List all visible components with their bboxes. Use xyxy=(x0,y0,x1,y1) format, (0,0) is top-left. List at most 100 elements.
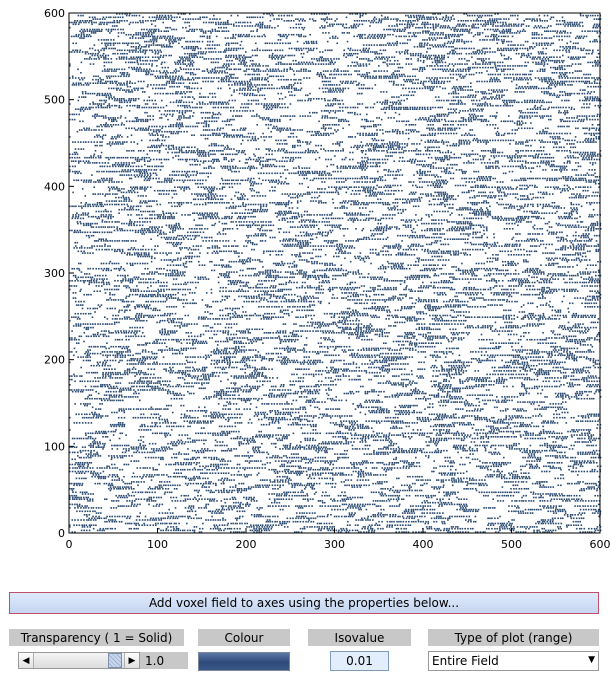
data-point xyxy=(224,434,227,436)
data-point xyxy=(592,456,595,459)
data-point xyxy=(537,425,540,428)
data-point xyxy=(196,517,198,520)
data-point xyxy=(385,410,388,412)
data-point xyxy=(515,444,517,447)
data-point xyxy=(313,526,316,528)
data-point xyxy=(363,531,365,533)
data-point xyxy=(365,484,368,487)
data-point xyxy=(314,472,317,474)
data-point xyxy=(346,524,349,526)
data-point xyxy=(488,522,490,525)
data-point xyxy=(74,507,76,509)
data-point xyxy=(546,531,548,533)
data-point xyxy=(588,444,590,447)
data-point xyxy=(488,430,491,433)
data-point xyxy=(309,458,312,461)
data-point xyxy=(386,420,388,422)
data-point xyxy=(547,507,550,509)
data-point xyxy=(529,444,532,447)
data-point xyxy=(518,512,520,514)
data-point xyxy=(263,451,265,454)
data-point xyxy=(380,512,382,514)
data-point xyxy=(408,488,411,490)
data-point xyxy=(431,470,433,473)
data-point xyxy=(141,491,144,494)
data-point xyxy=(290,453,293,455)
data-point xyxy=(560,527,562,530)
data-point xyxy=(284,475,286,478)
data-point xyxy=(336,423,338,426)
data-point xyxy=(578,517,581,520)
data-point xyxy=(391,520,393,523)
data-point xyxy=(442,486,444,488)
data-point xyxy=(517,531,520,533)
data-point xyxy=(402,517,405,520)
data-point xyxy=(308,448,310,450)
data-point xyxy=(514,474,516,476)
data-point xyxy=(369,472,372,474)
data-point xyxy=(145,408,147,410)
data-point xyxy=(135,408,138,410)
data-point xyxy=(464,505,466,507)
data-point xyxy=(430,517,433,520)
data-point xyxy=(296,448,299,450)
data-point xyxy=(490,465,492,468)
data-point xyxy=(69,482,71,485)
data-point xyxy=(533,529,535,532)
data-point xyxy=(428,436,430,438)
data-point xyxy=(235,430,238,433)
data-point xyxy=(90,493,92,495)
data-point xyxy=(517,491,520,494)
data-point xyxy=(395,531,397,533)
data-point xyxy=(81,526,84,528)
data-point xyxy=(250,422,253,424)
data-point xyxy=(122,494,125,497)
data-point xyxy=(240,474,242,476)
data-point xyxy=(210,416,213,419)
data-point xyxy=(282,413,284,416)
data-point xyxy=(525,425,527,428)
data-point xyxy=(351,512,353,514)
data-point xyxy=(97,408,100,410)
data-point xyxy=(78,498,81,500)
data-point xyxy=(112,507,115,509)
data-point xyxy=(220,472,223,474)
data-point xyxy=(539,413,541,416)
data-point xyxy=(569,460,572,462)
data-point xyxy=(402,520,405,523)
data-point xyxy=(332,422,335,424)
data-point xyxy=(476,465,478,468)
data-point xyxy=(413,411,415,414)
data-point xyxy=(571,460,574,462)
data-point xyxy=(551,467,554,469)
data-point xyxy=(582,505,584,507)
data-point xyxy=(293,456,295,459)
data-point xyxy=(100,507,103,509)
data-point xyxy=(263,434,265,436)
data-point xyxy=(115,494,117,497)
data-point xyxy=(160,519,163,521)
data-point xyxy=(547,510,549,513)
data-point xyxy=(357,475,359,478)
data-point xyxy=(374,439,377,442)
data-point xyxy=(549,467,552,469)
data-point xyxy=(440,423,443,426)
data-point xyxy=(400,520,402,523)
data-point xyxy=(119,444,121,447)
data-point xyxy=(233,527,236,530)
data-point xyxy=(557,484,560,487)
data-point xyxy=(407,475,409,478)
data-point xyxy=(565,446,568,448)
data-point xyxy=(388,420,390,422)
data-point xyxy=(579,481,581,483)
data-point xyxy=(197,482,199,485)
data-point xyxy=(392,416,395,419)
data-point xyxy=(340,423,342,426)
data-point xyxy=(416,432,419,435)
data-point xyxy=(121,468,124,471)
data-point xyxy=(294,494,296,497)
data-point xyxy=(552,455,554,457)
data-point xyxy=(548,436,550,438)
data-point xyxy=(264,436,266,438)
data-point xyxy=(553,413,555,416)
